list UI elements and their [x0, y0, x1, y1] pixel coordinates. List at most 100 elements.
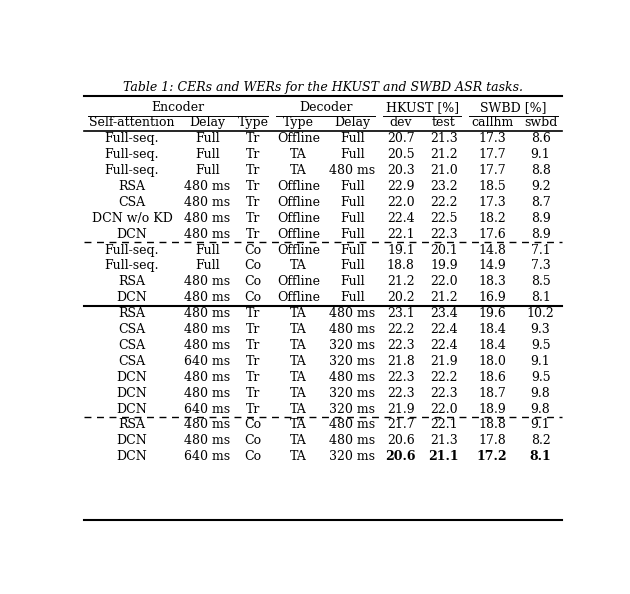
- Text: 22.3: 22.3: [430, 387, 457, 400]
- Text: TA: TA: [290, 164, 307, 177]
- Text: 480 ms: 480 ms: [184, 228, 231, 241]
- Text: TA: TA: [290, 355, 307, 368]
- Text: Offline: Offline: [277, 228, 320, 241]
- Text: 22.9: 22.9: [387, 180, 415, 193]
- Text: 21.3: 21.3: [430, 434, 458, 447]
- Text: Full-seq.: Full-seq.: [105, 132, 159, 145]
- Text: Full-seq.: Full-seq.: [105, 164, 159, 177]
- Text: Offline: Offline: [277, 196, 320, 209]
- Text: 8.1: 8.1: [530, 291, 551, 304]
- Text: TA: TA: [290, 450, 307, 463]
- Text: 22.2: 22.2: [430, 196, 457, 209]
- Text: 480 ms: 480 ms: [329, 323, 375, 336]
- Text: 22.3: 22.3: [387, 339, 415, 352]
- Text: Full-seq.: Full-seq.: [105, 148, 159, 161]
- Text: 8.5: 8.5: [530, 276, 551, 288]
- Text: 21.0: 21.0: [430, 164, 458, 177]
- Text: 22.0: 22.0: [430, 276, 457, 288]
- Text: Offline: Offline: [277, 244, 320, 257]
- Text: 640 ms: 640 ms: [184, 450, 231, 463]
- Text: Tr: Tr: [246, 323, 260, 336]
- Text: 20.3: 20.3: [387, 164, 415, 177]
- Text: 19.9: 19.9: [430, 260, 457, 273]
- Text: 640 ms: 640 ms: [184, 403, 231, 416]
- Text: Full: Full: [340, 196, 365, 209]
- Text: Tr: Tr: [246, 196, 260, 209]
- Text: TA: TA: [290, 323, 307, 336]
- Text: 20.1: 20.1: [430, 244, 458, 257]
- Text: 480 ms: 480 ms: [184, 196, 231, 209]
- Text: RSA: RSA: [118, 276, 146, 288]
- Text: Tr: Tr: [246, 355, 260, 368]
- Text: 480 ms: 480 ms: [184, 339, 231, 352]
- Text: 9.2: 9.2: [531, 180, 551, 193]
- Text: Tr: Tr: [246, 387, 260, 400]
- Text: 9.1: 9.1: [530, 355, 551, 368]
- Text: Tr: Tr: [246, 148, 260, 161]
- Text: Co: Co: [244, 419, 261, 431]
- Text: 17.8: 17.8: [478, 434, 506, 447]
- Text: DCN: DCN: [117, 291, 147, 304]
- Text: Decoder: Decoder: [299, 102, 352, 115]
- Text: 22.0: 22.0: [387, 196, 415, 209]
- Text: dev: dev: [389, 116, 412, 129]
- Text: 480 ms: 480 ms: [329, 371, 375, 384]
- Text: 22.1: 22.1: [430, 419, 457, 431]
- Text: DCN: DCN: [117, 450, 147, 463]
- Text: 480 ms: 480 ms: [184, 323, 231, 336]
- Text: test: test: [432, 116, 455, 129]
- Text: Full: Full: [340, 228, 365, 241]
- Text: 21.8: 21.8: [387, 355, 415, 368]
- Text: 9.3: 9.3: [530, 323, 551, 336]
- Text: 18.8: 18.8: [387, 260, 415, 273]
- Text: 22.5: 22.5: [430, 211, 457, 225]
- Text: CSA: CSA: [118, 323, 146, 336]
- Text: TA: TA: [290, 434, 307, 447]
- Text: 480 ms: 480 ms: [184, 307, 231, 320]
- Text: 21.2: 21.2: [430, 291, 457, 304]
- Text: Full: Full: [340, 211, 365, 225]
- Text: Co: Co: [244, 276, 261, 288]
- Text: 14.9: 14.9: [478, 260, 506, 273]
- Text: 17.7: 17.7: [478, 164, 506, 177]
- Text: 18.4: 18.4: [478, 323, 506, 336]
- Text: 18.3: 18.3: [478, 276, 506, 288]
- Text: Full: Full: [195, 164, 220, 177]
- Text: 18.9: 18.9: [478, 403, 506, 416]
- Text: SWBD [%]: SWBD [%]: [481, 102, 547, 115]
- Text: Full: Full: [195, 260, 220, 273]
- Text: 22.1: 22.1: [387, 228, 415, 241]
- Text: 480 ms: 480 ms: [184, 276, 231, 288]
- Text: Co: Co: [244, 244, 261, 257]
- Text: 320 ms: 320 ms: [329, 450, 375, 463]
- Text: 18.2: 18.2: [478, 211, 506, 225]
- Text: 17.7: 17.7: [478, 148, 506, 161]
- Text: RSA: RSA: [118, 307, 146, 320]
- Text: 17.6: 17.6: [478, 228, 506, 241]
- Text: 480 ms: 480 ms: [329, 307, 375, 320]
- Text: 22.2: 22.2: [430, 371, 457, 384]
- Text: 7.1: 7.1: [530, 244, 551, 257]
- Text: callhm: callhm: [471, 116, 513, 129]
- Text: 480 ms: 480 ms: [184, 180, 231, 193]
- Text: TA: TA: [290, 339, 307, 352]
- Text: 22.4: 22.4: [387, 211, 415, 225]
- Text: TA: TA: [290, 387, 307, 400]
- Text: Full: Full: [195, 244, 220, 257]
- Text: 23.1: 23.1: [387, 307, 415, 320]
- Text: 22.4: 22.4: [430, 339, 457, 352]
- Text: Full: Full: [195, 132, 220, 145]
- Text: 9.1: 9.1: [530, 419, 551, 431]
- Text: Tr: Tr: [246, 371, 260, 384]
- Text: 9.1: 9.1: [530, 148, 551, 161]
- Text: 22.2: 22.2: [387, 323, 415, 336]
- Text: 22.4: 22.4: [430, 323, 457, 336]
- Text: 16.9: 16.9: [478, 291, 506, 304]
- Text: 17.3: 17.3: [478, 132, 506, 145]
- Text: 8.2: 8.2: [530, 434, 551, 447]
- Text: 18.8: 18.8: [478, 419, 506, 431]
- Text: 480 ms: 480 ms: [184, 419, 231, 431]
- Text: 8.9: 8.9: [530, 228, 551, 241]
- Text: 20.6: 20.6: [387, 434, 415, 447]
- Text: Offline: Offline: [277, 211, 320, 225]
